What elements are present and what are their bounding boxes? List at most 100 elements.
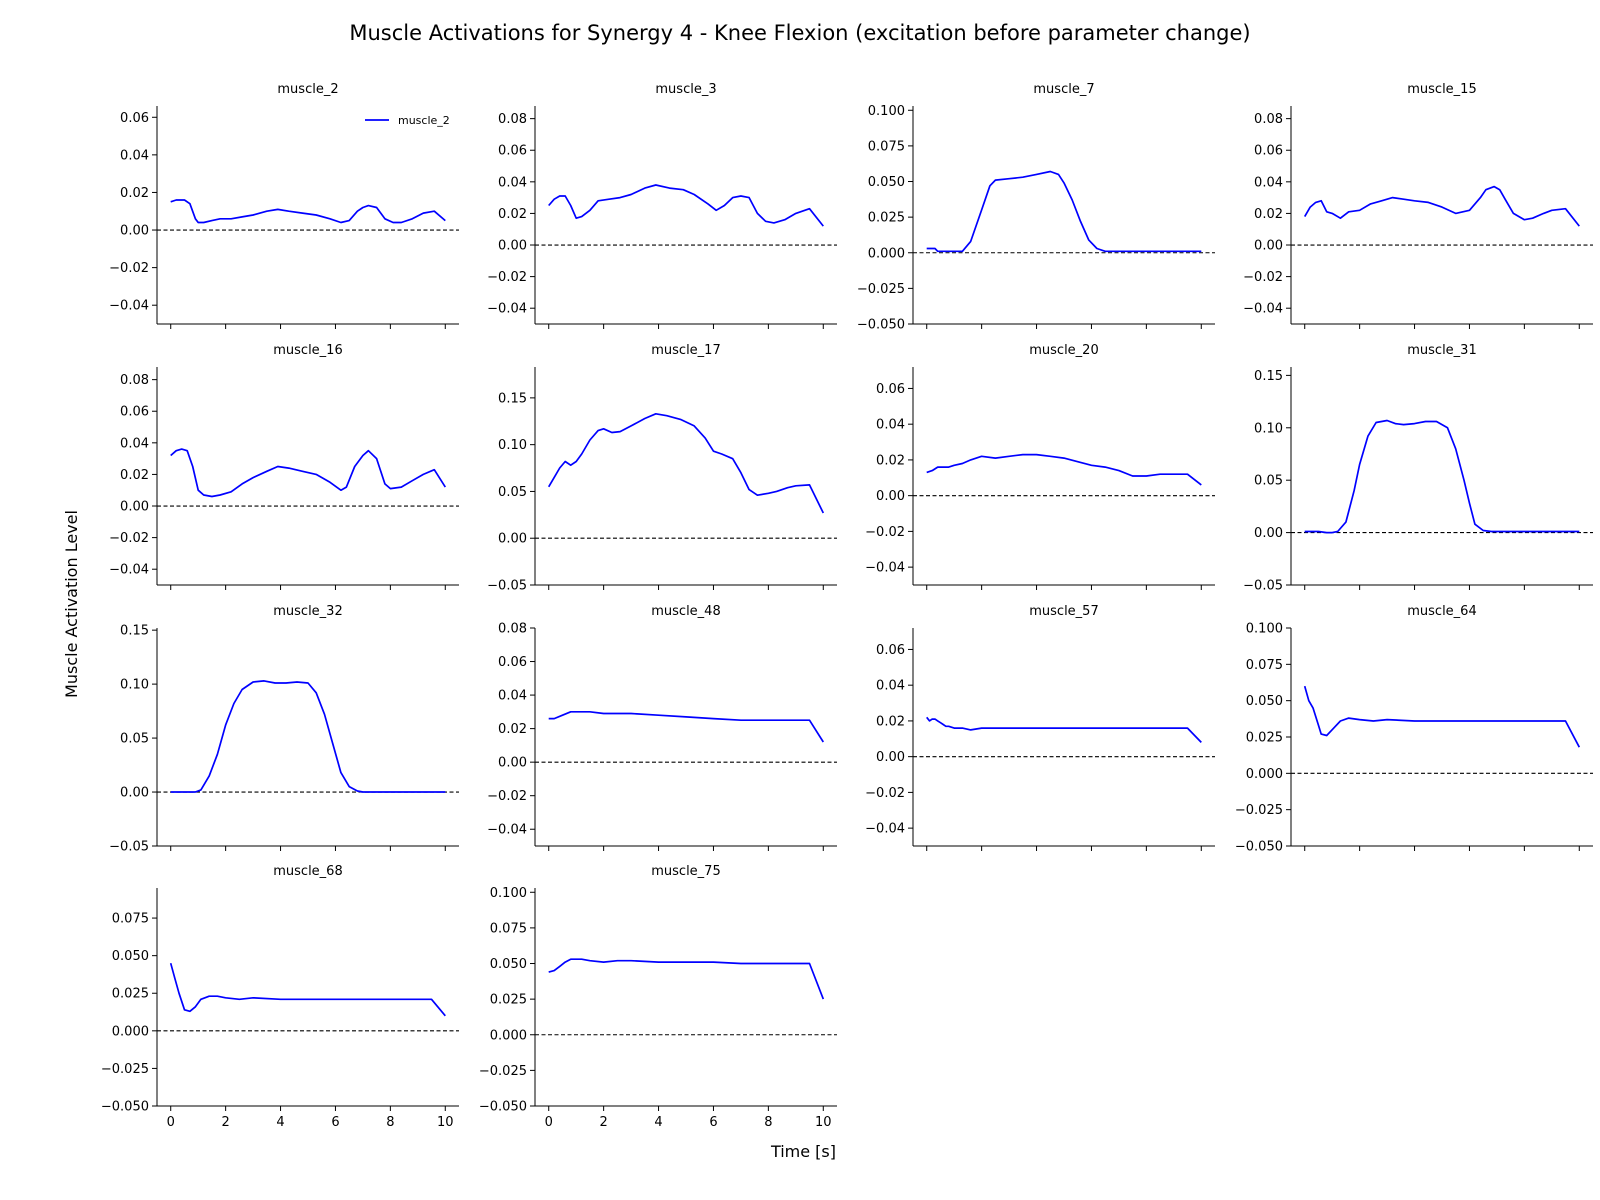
series-line: [926, 453, 1202, 486]
y-tick-label: 0.02: [1254, 207, 1283, 222]
y-tick-label: 0.08: [498, 112, 527, 127]
subplot-muscle-3: muscle_3 −0.04 −0.02 0.00 0.02 0.04 0.06 0.08: [487, 82, 837, 329]
y-tick-label: 0.04: [498, 175, 527, 190]
y-tick-label: −0.025: [479, 1064, 527, 1079]
series-line: [548, 184, 824, 227]
y-tick-label: 0.050: [112, 949, 149, 964]
y-tick-label: 0.06: [876, 382, 905, 397]
y-tick-label: −0.050: [1235, 840, 1283, 855]
subplot-muscle-7: muscle_7 −0.050 −0.025 0.000 0.025 0.050 0.075…: [857, 82, 1215, 333]
y-tick-label: 0.050: [868, 175, 905, 190]
y-tick-label: 0.04: [498, 689, 527, 704]
y-tick-label: 0.075: [1246, 658, 1283, 673]
y-tick-label: 0.000: [868, 246, 905, 261]
subplot-muscle-15: muscle_15 −0.04 −0.02 0.00 0.02 0.04 0.06 0.08: [1243, 82, 1593, 329]
y-tick-label: −0.04: [109, 299, 149, 314]
y-tick-label: 0.06: [1254, 144, 1283, 159]
y-tick-label: 0.04: [1254, 175, 1283, 190]
y-tick-label: 0.15: [1254, 369, 1283, 384]
subplot-title: muscle_16: [273, 343, 342, 358]
y-tick-label: −0.02: [109, 531, 149, 546]
y-tick-label: 0.06: [120, 405, 149, 420]
series-line: [926, 716, 1202, 743]
subplot-muscle-32: muscle_32 −0.05 0.00 0.05 0.10 0.15: [109, 604, 459, 855]
legend-label: muscle_2: [398, 114, 450, 127]
y-tick-label: 0.050: [490, 957, 527, 972]
y-tick-label: 0.00: [498, 532, 527, 547]
subplot-title: muscle_57: [1029, 604, 1098, 619]
y-tick-label: 0.02: [120, 468, 149, 483]
x-tick-label: 8: [386, 1115, 394, 1130]
y-tick-label: 0.000: [1246, 767, 1283, 782]
y-tick-label: −0.050: [101, 1100, 149, 1115]
y-tick-label: −0.025: [101, 1062, 149, 1077]
x-tick-label: 6: [331, 1115, 339, 1130]
series-line: [926, 170, 1202, 253]
series-line: [548, 958, 825, 1000]
y-tick-label: 0.075: [490, 921, 527, 936]
series-line: [170, 680, 446, 793]
y-tick-label: 0.100: [868, 104, 905, 119]
y-tick-label: −0.02: [487, 270, 527, 285]
subplot-muscle-20: muscle_20 −0.04 −0.02 0.00 0.02 0.04 0.06: [865, 343, 1215, 590]
y-tick-label: 0.05: [498, 485, 527, 500]
y-tick-label: −0.050: [479, 1100, 527, 1115]
subplot-muscle-17: muscle_17 −0.05 0.00 0.05 0.10 0.15: [487, 343, 837, 594]
y-tick-label: 0.08: [120, 373, 149, 388]
subplot-grid: muscle_2 −0.04 −0.02 0.00 0.02 0.04 0.06 muscle…: [101, 82, 1593, 1130]
y-tick-label: 0.02: [876, 453, 905, 468]
subplot-muscle-75: muscle_75 −0.050 −0.025 0.000 0.025 0.050 0.07…: [479, 864, 837, 1130]
y-tick-label: −0.05: [1243, 579, 1283, 594]
y-tick-label: 0.025: [490, 993, 527, 1008]
y-tick-label: 0.00: [1254, 239, 1283, 254]
y-tick-label: 0.075: [868, 139, 905, 154]
x-tick-label: 4: [276, 1115, 284, 1130]
y-tick-label: 0.04: [120, 436, 149, 451]
y-tick-label: 0.00: [876, 750, 905, 765]
legend: muscle_2: [365, 114, 450, 127]
y-tick-label: −0.04: [487, 823, 527, 838]
y-tick-label: 0.000: [490, 1028, 527, 1043]
y-tick-label: 0.100: [490, 886, 527, 901]
y-tick-label: −0.04: [865, 822, 905, 837]
y-tick-label: 0.06: [498, 655, 527, 670]
y-tick-label: 0.06: [876, 643, 905, 658]
y-tick-label: 0.02: [876, 714, 905, 729]
subplot-muscle-16: muscle_16 −0.04 −0.02 0.00 0.02 0.04 0.06 0.08: [109, 343, 459, 590]
x-tick-label: 10: [437, 1115, 454, 1130]
subplot-title: muscle_75: [651, 864, 720, 879]
y-tick-label: 0.00: [876, 489, 905, 504]
subplot-muscle-2: muscle_2 −0.04 −0.02 0.00 0.02 0.04 0.06 muscle…: [109, 82, 459, 329]
subplot-title: muscle_7: [1033, 82, 1094, 97]
y-tick-label: −0.05: [487, 579, 527, 594]
y-tick-label: −0.04: [1243, 302, 1283, 317]
y-tick-label: 0.08: [1254, 112, 1283, 127]
y-tick-label: 0.00: [120, 786, 149, 801]
y-tick-label: 0.00: [120, 500, 149, 515]
y-tick-label: 0.10: [120, 678, 149, 693]
subplot-title: muscle_3: [655, 82, 716, 97]
y-tick-label: 0.025: [1246, 731, 1283, 746]
y-tick-label: −0.02: [865, 786, 905, 801]
y-tick-label: 0.04: [120, 148, 149, 163]
y-tick-label: 0.025: [112, 987, 149, 1002]
y-tick-label: 0.00: [1254, 526, 1283, 541]
y-tick-label: 0.15: [498, 391, 527, 406]
series-line: [170, 448, 447, 498]
series-line: [170, 199, 446, 224]
y-tick-label: 0.04: [876, 679, 905, 694]
x-tick-label: 6: [709, 1115, 717, 1130]
subplot-title: muscle_48: [651, 604, 720, 619]
y-tick-label: 0.100: [1246, 622, 1283, 637]
y-tick-label: −0.02: [487, 789, 527, 804]
y-axis-label: Muscle Activation Level: [62, 510, 81, 698]
y-tick-label: −0.025: [857, 282, 905, 297]
x-tick-label: 0: [545, 1115, 553, 1130]
y-tick-label: 0.075: [112, 912, 149, 927]
y-tick-label: 0.02: [498, 722, 527, 737]
series-line: [1303, 185, 1580, 227]
subplot-title: muscle_64: [1407, 604, 1476, 619]
y-tick-label: −0.050: [857, 318, 905, 333]
y-tick-label: −0.02: [1243, 270, 1283, 285]
